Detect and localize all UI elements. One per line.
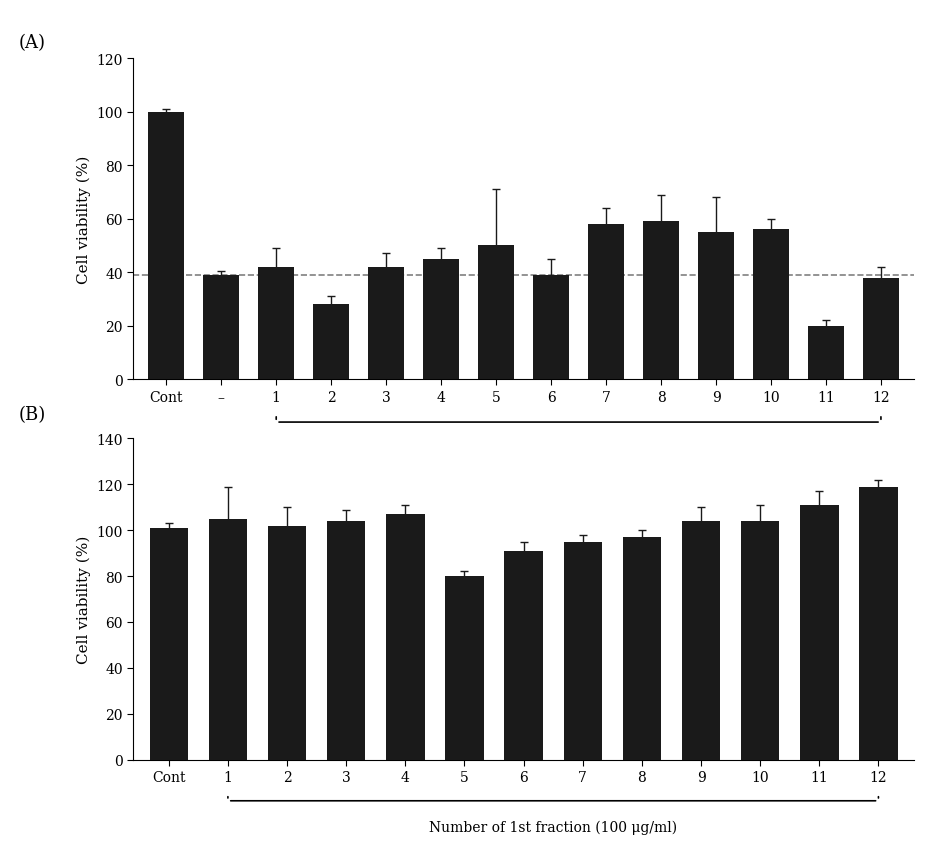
Bar (268, 526, 307, 760)
Bar (753, 230, 789, 380)
Bar (424, 260, 459, 380)
Bar (588, 225, 624, 380)
Bar (505, 551, 543, 760)
Text: Number of 1st fraction (100 μg/ml): Number of 1st fraction (100 μg/ml) (429, 820, 677, 834)
Bar (258, 268, 294, 380)
Y-axis label: Cell viability (%): Cell viability (%) (76, 155, 91, 284)
Bar (698, 233, 734, 380)
Bar (800, 506, 839, 760)
Bar (446, 576, 484, 760)
Bar (863, 279, 899, 380)
Text: H₂O₂ (500 μM): H₂O₂ (500 μM) (500, 479, 603, 493)
Text: (A): (A) (19, 34, 46, 51)
Bar (533, 275, 569, 380)
Bar (368, 268, 404, 380)
Bar (682, 522, 721, 760)
Bar (623, 538, 661, 760)
Bar (208, 519, 248, 760)
Bar (387, 515, 425, 760)
Bar (204, 275, 239, 380)
Bar (644, 222, 679, 380)
Bar (564, 542, 602, 760)
Bar (860, 487, 898, 760)
Bar (149, 112, 184, 380)
Bar (808, 327, 843, 380)
Bar (149, 528, 188, 760)
Text: Number of 1st fraction (100 μg/ml): Number of 1st fraction (100 μg/ml) (454, 441, 703, 456)
Bar (741, 522, 780, 760)
Bar (478, 246, 514, 380)
Text: (B): (B) (19, 405, 47, 423)
Bar (313, 305, 349, 380)
Y-axis label: Cell viability (%): Cell viability (%) (76, 535, 90, 663)
Bar (327, 522, 366, 760)
